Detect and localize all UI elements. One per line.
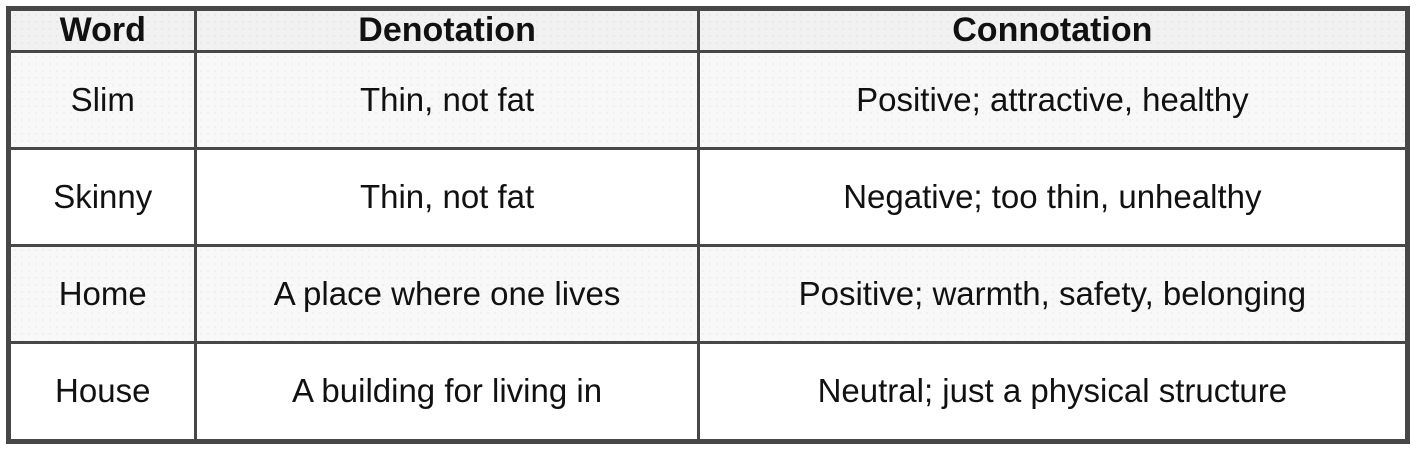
column-header-connotation: Connotation — [696, 7, 1410, 53]
cell-word: Home — [6, 243, 198, 344]
cell-denotation: Thin, not fat — [194, 50, 700, 150]
cell-word: House — [6, 340, 198, 444]
table-row: Slim Thin, not fat Positive; attractive,… — [6, 50, 1410, 150]
cell-connotation: Neutral; just a physical structure — [696, 340, 1410, 444]
cell-denotation: A building for living in — [194, 340, 700, 444]
cell-connotation: Positive; warmth, safety, belonging — [696, 243, 1410, 344]
cell-connotation: Positive; attractive, healthy — [696, 50, 1410, 150]
cell-word: Slim — [6, 50, 198, 150]
column-header-word: Word — [6, 7, 198, 53]
cell-denotation: A place where one lives — [194, 243, 700, 344]
table-row: Home A place where one lives Positive; w… — [6, 243, 1410, 344]
cell-connotation: Negative; too thin, unhealthy — [696, 146, 1410, 247]
cell-word: Skinny — [6, 146, 198, 247]
cell-denotation: Thin, not fat — [194, 146, 700, 247]
table-row: House A building for living in Neutral; … — [6, 340, 1410, 444]
connotation-table: Word Denotation Connotation Slim Thin, n… — [6, 6, 1410, 444]
header-row: Word Denotation Connotation — [6, 7, 1410, 53]
table-row: Skinny Thin, not fat Negative; too thin,… — [6, 146, 1410, 247]
column-header-denotation: Denotation — [194, 7, 700, 53]
